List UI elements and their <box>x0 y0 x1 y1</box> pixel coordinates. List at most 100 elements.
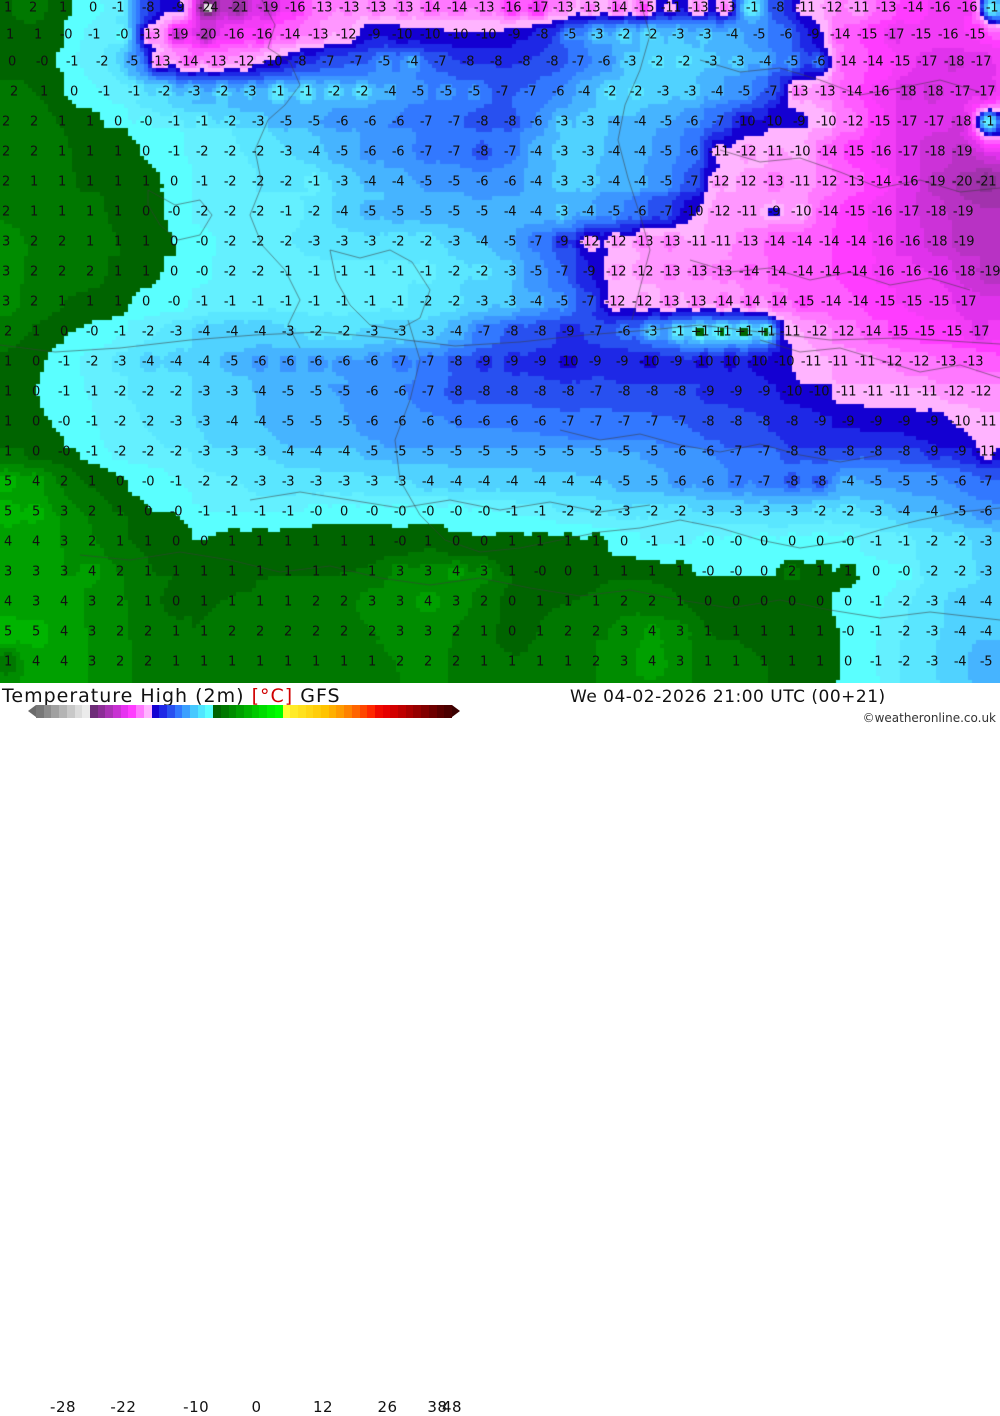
temperature-value-label: 1 <box>30 174 38 190</box>
temperature-value-label: -13 <box>205 54 227 70</box>
colorbar-segment <box>36 705 44 718</box>
temperature-value-label: -9 <box>757 384 771 400</box>
temperature-value-label: 1 <box>256 534 264 550</box>
temperature-value-label: -10 <box>638 354 660 370</box>
temperature-value-label: -17 <box>968 324 990 340</box>
temperature-value-label: -6 <box>391 114 405 130</box>
temperature-value-label: 2 <box>2 114 10 130</box>
temperature-value-label: -2 <box>813 504 827 520</box>
temperature-value-label: -11 <box>708 144 730 160</box>
temperature-value-label: -5 <box>365 444 379 460</box>
temperature-colorbar[interactable] <box>28 705 460 719</box>
temperature-value-label: -3 <box>365 324 379 340</box>
temperature-value-label: -14 <box>835 54 857 70</box>
temperature-value-label: -13 <box>659 234 681 250</box>
temperature-value-label: -2 <box>251 264 265 280</box>
temperature-value-label: 1 <box>58 144 66 160</box>
temperature-value-label: 2 <box>396 654 404 670</box>
temperature-value-label: 1 <box>200 564 208 580</box>
temperature-value-label: 0 <box>172 594 180 610</box>
temperature-value-label: -11 <box>789 174 811 190</box>
temperature-value-label: -7 <box>419 144 433 160</box>
temperature-value-label: 1 <box>536 534 544 550</box>
temperature-value-label: -9 <box>806 27 820 43</box>
temperature-value-label: 2 <box>116 594 124 610</box>
temperature-value-label: -15 <box>843 144 865 160</box>
temperature-value-label: -14 <box>860 324 882 340</box>
temperature-value-label: -2 <box>197 474 211 490</box>
colorbar-segment <box>367 705 375 718</box>
temperature-value-label: -1 <box>307 294 321 310</box>
temperature-value-label: -6 <box>253 354 267 370</box>
temperature-value-label: -14 <box>446 0 468 16</box>
temperature-value-label: 0 <box>89 0 97 16</box>
temperature-value-label: -13 <box>659 264 681 280</box>
temperature-value-label: -5 <box>337 384 351 400</box>
temperature-value-label: 1 <box>86 294 94 310</box>
temperature-value-label: -2 <box>195 144 209 160</box>
colorbar-gradient[interactable] <box>36 705 452 718</box>
temperature-value-label: -6 <box>365 414 379 430</box>
colorbar-segment <box>66 705 75 718</box>
temperature-value-label: -18 <box>954 264 976 280</box>
temperature-value-label: 0 <box>760 564 768 580</box>
temperature-value-label: -18 <box>926 234 948 250</box>
temperature-value-label: -0 <box>57 414 71 430</box>
temperature-value-label: 0 <box>788 594 796 610</box>
temperature-value-label: 4 <box>648 624 656 640</box>
temperature-value-label: -11 <box>975 414 997 430</box>
colorbar-segment <box>166 705 175 718</box>
temperature-value-label: -2 <box>337 324 351 340</box>
temperature-value-label: -3 <box>729 504 743 520</box>
temperature-value-label: 1 <box>312 654 320 670</box>
temperature-value-label: -5 <box>421 444 435 460</box>
temperature-value-label: -1 <box>111 0 125 16</box>
temperature-value-label: -0 <box>533 564 547 580</box>
temperature-value-label: -6 <box>363 114 377 130</box>
temperature-value-label: -1 <box>299 84 313 100</box>
temperature-value-label: -4 <box>253 324 267 340</box>
temperature-value-label: 2 <box>4 324 12 340</box>
temperature-value-label: -0 <box>841 624 855 640</box>
temperature-value-label: -12 <box>605 234 627 250</box>
temperature-value-label: -5 <box>337 414 351 430</box>
temperature-map[interactable]: 1 2 1 0 -1 -8 -9 -24 -21 -19 -16 -13 -13 -13 -13 -14 -14… <box>0 0 1000 683</box>
temperature-value-label: -3 <box>869 504 883 520</box>
temperature-value-label: -0 <box>365 504 379 520</box>
temperature-value-label: -14 <box>819 264 841 280</box>
temperature-value-label: -1 <box>253 504 267 520</box>
temperature-value-label: -6 <box>393 384 407 400</box>
temperature-value-label: -2 <box>223 264 237 280</box>
temperature-value-label: -9 <box>615 354 629 370</box>
temperature-value-label: -4 <box>253 384 267 400</box>
temperature-value-label: -19 <box>924 174 946 190</box>
temperature-value-label: 0 <box>116 474 124 490</box>
temperature-value-label: -8 <box>785 474 799 490</box>
temperature-value-label: -15 <box>874 294 896 310</box>
temperature-value-label: -4 <box>581 204 595 220</box>
temperature-value-label: -5 <box>617 474 631 490</box>
temperature-value-label: -7 <box>729 474 743 490</box>
temperature-value-label: 1 <box>4 414 12 430</box>
temperature-contour-canvas[interactable] <box>0 0 1000 683</box>
temperature-value-label: -9 <box>869 414 883 430</box>
temperature-value-label: -15 <box>633 0 655 16</box>
temperature-value-label: -8 <box>869 444 883 460</box>
temperature-value-label: -5 <box>377 54 391 70</box>
temperature-value-label: -7 <box>529 234 543 250</box>
temperature-value-label: -16 <box>870 144 892 160</box>
colorbar-segment <box>267 705 275 718</box>
temperature-value-label: -9 <box>582 264 596 280</box>
temperature-value-label: 0 <box>788 534 796 550</box>
temperature-value-label: -10 <box>808 384 830 400</box>
temperature-value-label: -15 <box>941 324 963 340</box>
temperature-value-label: -10 <box>746 354 768 370</box>
temperature-value-label: -5 <box>467 84 481 100</box>
temperature-value-label: -10 <box>391 27 413 43</box>
temperature-value-label: -4 <box>225 324 239 340</box>
temperature-value-label: -15 <box>889 54 911 70</box>
temperature-value-label: -15 <box>887 324 909 340</box>
temperature-value-label: -7 <box>645 414 659 430</box>
temperature-value-label: -4 <box>529 294 543 310</box>
temperature-value-label: -7 <box>589 324 603 340</box>
